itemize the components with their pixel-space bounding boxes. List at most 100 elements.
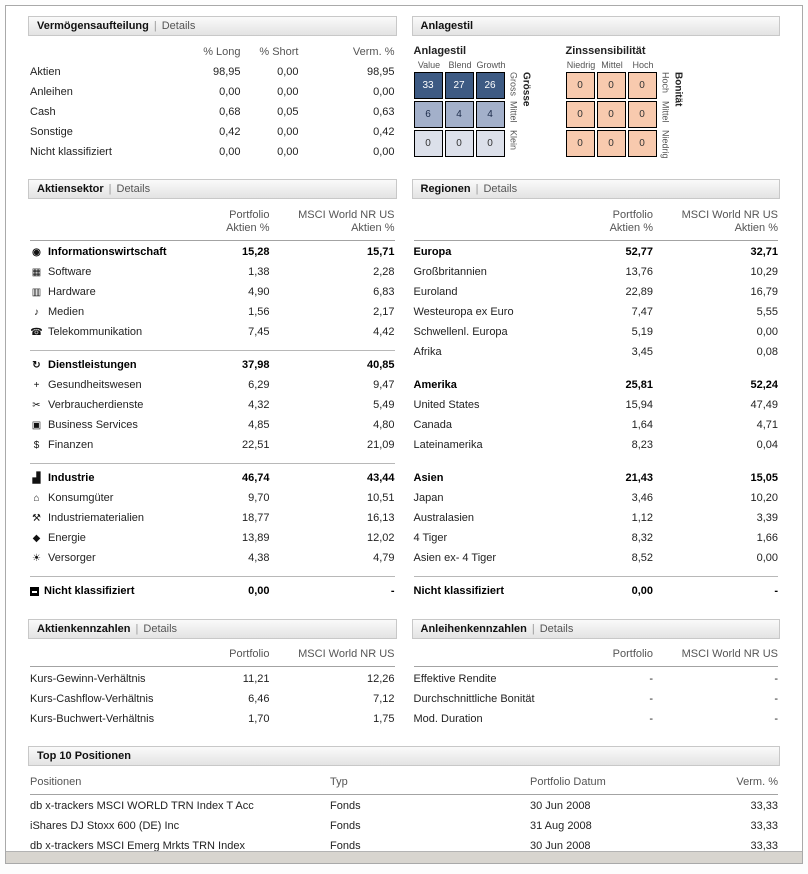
row-name: Lateinamerika: [413, 439, 483, 451]
position-name: iShares DJ Stoxx 600 (DE) Inc: [30, 820, 180, 832]
row-name: Verbraucherdienste: [48, 399, 144, 411]
benchmark-value: 2,28: [373, 266, 395, 278]
group-name: Asien: [413, 472, 444, 484]
group-benchmark-value: 32,71: [750, 246, 778, 258]
stat-benchmark-value: -: [774, 692, 778, 705]
details-link[interactable]: Details: [539, 622, 574, 635]
title-separator: |: [135, 622, 139, 635]
portfolio-value: 7,45: [248, 326, 270, 338]
style-box-equity: Anlagestil Value Blend Growth 33 27 26 6 4 4 0 0 0 Gr…: [413, 45, 532, 159]
data-row: Großbritannien 13,76 10,29: [414, 263, 779, 283]
style-box-cell: 26: [475, 72, 505, 99]
data-row: Westeuropa ex Euro 7,47 5,55: [414, 303, 779, 323]
section-title: Anleihenkennzahlen: [420, 622, 527, 635]
position-row: db x-trackers MSCI Emerg Mrkts TRN Index…: [30, 837, 778, 857]
style-box-title: Anlagestil: [413, 45, 467, 57]
details-link[interactable]: Details: [116, 183, 151, 195]
short-value: 0,05: [277, 105, 299, 118]
long-value: 0,00: [219, 85, 241, 98]
long-value: 0,42: [219, 125, 241, 138]
benchmark-value: 3,39: [756, 512, 778, 524]
style-row-label: Gross: [508, 72, 519, 97]
column-header-line: Aktien %: [609, 221, 653, 234]
group-row: ▟ Industrie 46,74 43,44: [30, 469, 395, 489]
style-box-row-labels: Gross Mittel Klein: [509, 72, 519, 159]
benchmark-value: -: [774, 585, 778, 597]
information-economy-icon: ◉: [32, 247, 41, 258]
row-name: Versorger: [48, 552, 96, 564]
stat-benchmark-value: 1,75: [373, 712, 395, 725]
position-weight: 33,33: [750, 840, 778, 852]
asset-allocation-row: Sonstige 0,42 0,00 0,42: [30, 122, 395, 142]
title-separator: |: [475, 183, 479, 195]
stat-row: Kurs-Gewinn-Verhältnis 11,21 12,26: [30, 669, 395, 689]
style-row-label: Niedrig: [660, 130, 671, 159]
section-title: Aktienkennzahlen: [37, 622, 131, 635]
telecom-icon: ☎: [30, 327, 43, 338]
style-box-cell: 0: [444, 130, 474, 157]
benchmark-value: 10,29: [750, 266, 778, 278]
position-date: 30 Jun 2008: [530, 800, 591, 812]
asset-allocation-table: % Long % Short Verm. % Aktien 98,95 0,00 98,95…: [28, 36, 397, 162]
portfolio-value: 13,76: [625, 266, 653, 278]
style-column-label: Growth: [476, 60, 506, 70]
details-link[interactable]: Details: [483, 183, 518, 195]
section-equity-sectors: Aktiensektor | Details Portfolio Aktien %…: [28, 179, 397, 602]
column-headers: Portfolio MSCI World NR US: [413, 645, 778, 667]
data-row: ⌂ Konsumgüter 9,70 10,51: [30, 489, 394, 509]
benchmark-value: 4,71: [756, 419, 778, 431]
long-value: 98,95: [212, 65, 241, 78]
style-box-cell: 0: [475, 130, 505, 157]
stat-label: Mod. Duration: [413, 712, 483, 725]
stat-benchmark-value: -: [774, 672, 778, 685]
equity-sector-table: Portfolio Aktien % MSCI World NR US Aktien …: [28, 199, 397, 602]
portfolio-xray-report: Vermögensaufteilung | Details % Long % Sh…: [6, 6, 802, 857]
group-name: Amerika: [413, 379, 457, 391]
details-link[interactable]: Details: [161, 20, 196, 32]
column-header: MSCI World NR US: [298, 648, 395, 660]
group-portfolio-value: 46,74: [241, 472, 270, 484]
benchmark-value: 47,49: [750, 399, 778, 411]
report-window: Vermögensaufteilung | Details % Long % Sh…: [5, 5, 803, 864]
row-name: Afrika: [413, 346, 442, 358]
style-box-area: Anlagestil Value Blend Growth 33 27 26 6 4 4 0 0 0 Gr…: [412, 36, 781, 159]
allocation-column-header: % Short: [259, 45, 299, 58]
asset-class-label: Sonstige: [30, 125, 73, 138]
stat-benchmark-value: 7,12: [373, 692, 395, 705]
row-name: Software: [48, 266, 92, 278]
net-value: 0,00: [373, 145, 395, 158]
stat-label: Kurs-Gewinn-Verhältnis: [30, 672, 146, 685]
media-icon: ♪: [34, 307, 39, 318]
row-name: Canada: [413, 419, 453, 431]
style-column-label: Blend: [448, 60, 472, 70]
portfolio-value: 8,23: [631, 439, 653, 451]
data-row: ✂ Verbraucherdienste 4,32 5,49: [30, 396, 394, 416]
position-date: 30 Jun 2008: [530, 840, 591, 852]
data-row: ☎ Telekommunikation 7,45 4,42: [30, 323, 394, 343]
stat-portfolio-value: 6,46: [248, 692, 270, 705]
details-link[interactable]: Details: [143, 622, 178, 635]
long-value: 0,00: [219, 145, 241, 158]
data-row: ▣ Business Services 4,85 4,80: [30, 416, 395, 436]
benchmark-value: 10,20: [750, 492, 778, 504]
portfolio-value: 8,32: [631, 532, 653, 544]
group-benchmark-value: 52,24: [750, 379, 778, 391]
data-row: Afrika 3,45 0,08: [414, 343, 779, 363]
data-row: United States 15,94 47,49: [414, 396, 779, 416]
position-row: iShares DJ Stoxx 600 (DE) Inc Fonds 31 Aug…: [30, 817, 778, 837]
stat-portfolio-value: -: [649, 672, 653, 685]
group-block: ▟ Industrie 46,74 43,44 ⌂ Konsumgüter 9,70 10,5…: [30, 462, 395, 569]
column-headers: Portfolio Aktien % MSCI World NR US Aktien …: [413, 205, 778, 241]
group-row: Europa 52,77 32,71: [414, 243, 779, 263]
business-services-icon: ▣: [31, 420, 42, 431]
portfolio-value: 1,12: [631, 512, 653, 524]
portfolio-value: 4,90: [248, 286, 270, 298]
benchmark-value: 6,83: [373, 286, 395, 298]
stat-row: Durchschnittliche Bonität - -: [414, 689, 779, 709]
data-row: Australasien 1,12 3,39: [414, 509, 779, 529]
row-name: Großbritannien: [413, 266, 487, 278]
row-name: 4 Tiger: [413, 532, 448, 544]
data-row: ▦ Software 1,38 2,28: [30, 263, 395, 283]
stat-row: Effektive Rendite - -: [414, 669, 779, 689]
